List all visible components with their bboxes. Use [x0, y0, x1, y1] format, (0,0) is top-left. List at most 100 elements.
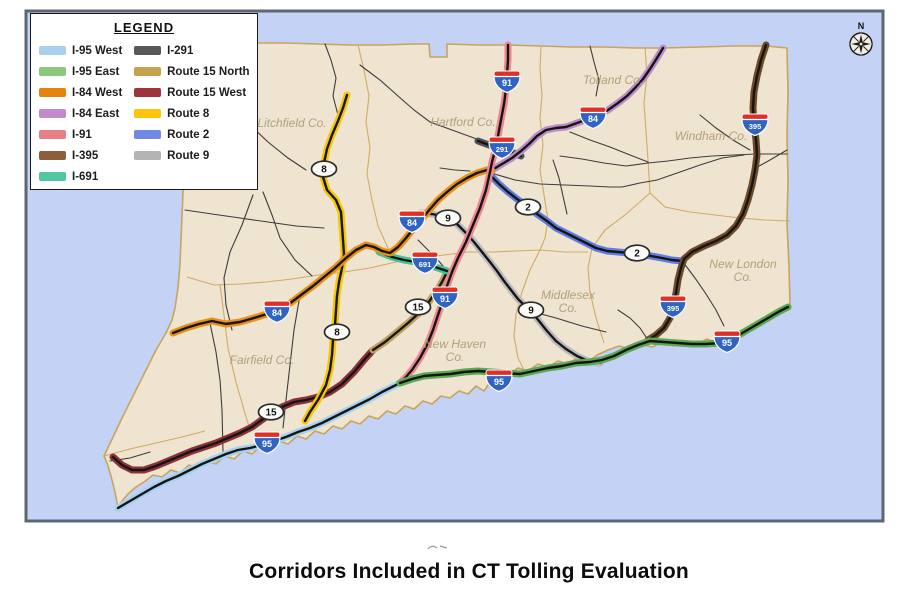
- county-label: Windham Co.: [675, 129, 748, 143]
- route-oval-shield-2: 2: [514, 198, 542, 216]
- interstate-shield-84: 84: [398, 210, 426, 234]
- legend-label: Route 15 North: [167, 65, 250, 78]
- legend-item-rt2: Route 2: [134, 124, 257, 145]
- legend-swatch-i691: [39, 172, 66, 181]
- legend-label: Route 2: [167, 128, 210, 141]
- legend-swatch-i91: [39, 130, 66, 139]
- county-label: Middlesex Co.: [541, 288, 596, 315]
- legend-label: I-291: [167, 44, 194, 57]
- legend-item-i84-east: I-84 East: [39, 103, 134, 124]
- legend-swatch-i84-east: [39, 109, 66, 118]
- svg-text:2: 2: [525, 203, 531, 214]
- svg-text:15: 15: [412, 303, 424, 314]
- legend-swatch-rt2: [134, 130, 162, 139]
- svg-text:395: 395: [667, 304, 680, 313]
- legend-label: I-91: [72, 128, 92, 141]
- interstate-shield-291: 291: [488, 136, 516, 160]
- legend-label: I-691: [72, 170, 99, 183]
- legend-item-i395: I-395: [39, 145, 134, 166]
- legend-items: I-95 West I-95 East I-84 West I-84 East I-91…: [31, 35, 257, 187]
- highway-shields-layer: 91 291 84 395 84 84 691 91 395 95 95 95 8 2 9 2 15 9 8 15: [253, 70, 769, 455]
- legend-label: Route 8: [167, 107, 210, 120]
- legend-title: LEGEND: [113, 20, 175, 35]
- svg-text:8: 8: [321, 165, 327, 176]
- legend-item-rt15-west: Route 15 West: [134, 82, 257, 103]
- legend-label: Route 15 West: [167, 86, 247, 99]
- route-oval-shield-15: 15: [404, 298, 432, 316]
- legend-label: I-95 East: [72, 65, 120, 78]
- legend-item-i291: I-291: [134, 40, 257, 61]
- legend-column-1: I-95 West I-95 East I-84 West I-84 East I-91…: [39, 40, 134, 187]
- legend-swatch-rt9: [134, 151, 162, 160]
- route-centerline: [398, 43, 510, 385]
- svg-text:91: 91: [440, 294, 450, 304]
- legend-item-i91: I-91: [39, 124, 134, 145]
- legend-swatch-i395: [39, 151, 66, 160]
- interstate-shield-691: 691: [411, 251, 439, 275]
- route-oval-shield-8: 8: [323, 323, 351, 341]
- legend-label: I-84 West: [72, 86, 123, 99]
- svg-text:95: 95: [722, 338, 732, 348]
- svg-text:15: 15: [265, 408, 277, 419]
- legend-panel: LEGEND I-95 West I-95 East I-84 West I-84 E…: [30, 13, 258, 190]
- legend-label: I-84 East: [72, 107, 120, 120]
- svg-text:9: 9: [445, 214, 451, 225]
- county-labels-layer: Litchfield Co. Hartford Co. Tolland Co. Win…: [230, 73, 777, 367]
- route-oval-shield-8: 8: [310, 160, 338, 178]
- legend-swatch-i291: [134, 46, 162, 55]
- interstate-shield-84: 84: [579, 106, 607, 130]
- legend-swatch-rt15-north: [134, 67, 162, 76]
- interstate-shield-91: 91: [493, 70, 521, 94]
- legend-label: I-395: [72, 149, 99, 162]
- legend-label: Route 9: [167, 149, 210, 162]
- interstate-shield-395: 395: [659, 295, 687, 319]
- svg-text:2: 2: [634, 249, 640, 260]
- svg-text:95: 95: [494, 377, 504, 387]
- legend-item-rt15-north: Route 15 North: [134, 61, 257, 82]
- county-boundaries: [103, 44, 791, 457]
- legend-item-i691: I-691: [39, 166, 134, 187]
- interstate-shield-95: 95: [713, 330, 741, 354]
- svg-text:95: 95: [262, 439, 272, 449]
- compass-rose: N: [849, 21, 873, 56]
- route-centerline: [111, 348, 375, 472]
- svg-text:84: 84: [588, 114, 598, 124]
- svg-text:84: 84: [272, 308, 282, 318]
- legend-swatch-i95-east: [39, 67, 66, 76]
- interstate-shield-91: 91: [431, 286, 459, 310]
- interstate-shield-395: 395: [741, 113, 769, 137]
- route-oval-shield-9: 9: [434, 209, 462, 227]
- legend-label: I-95 West: [72, 44, 123, 57]
- route-oval-shield-15: 15: [257, 403, 285, 421]
- interstate-shield-95: 95: [485, 369, 513, 393]
- compass-north-label: N: [858, 21, 865, 31]
- county-label: Litchfield Co.: [257, 116, 326, 130]
- county-label: New Haven Co.: [424, 337, 486, 364]
- svg-text:291: 291: [496, 145, 509, 154]
- county-label: Fairfield Co.: [230, 353, 295, 367]
- county-label: Hartford Co.: [430, 115, 495, 129]
- county-label: New London Co.: [709, 257, 777, 284]
- minor-roads: [109, 43, 788, 462]
- legend-item-rt8: Route 8: [134, 103, 257, 124]
- print-artifact: [427, 545, 448, 550]
- county-label: Tolland Co.: [583, 73, 643, 87]
- svg-text:9: 9: [528, 306, 534, 317]
- route-centerline: [303, 93, 349, 423]
- legend-swatch-rt15-west: [134, 88, 162, 97]
- legend-column-2: I-291 Route 15 North Route 15 West Route 8 R…: [134, 40, 257, 187]
- route-oval-shield-2: 2: [623, 244, 651, 262]
- route-centerline: [171, 168, 494, 335]
- legend-swatch-i95-west: [39, 46, 66, 55]
- svg-text:84: 84: [407, 218, 417, 228]
- svg-text:395: 395: [749, 122, 762, 131]
- legend-item-rt9: Route 9: [134, 145, 257, 166]
- legend-item-i95-east: I-95 East: [39, 61, 134, 82]
- legend-swatch-i84-west: [39, 88, 66, 97]
- legend-item-i84-west: I-84 West: [39, 82, 134, 103]
- svg-text:691: 691: [419, 260, 432, 269]
- legend-swatch-rt8: [134, 109, 162, 118]
- route-oval-shield-9: 9: [517, 301, 545, 319]
